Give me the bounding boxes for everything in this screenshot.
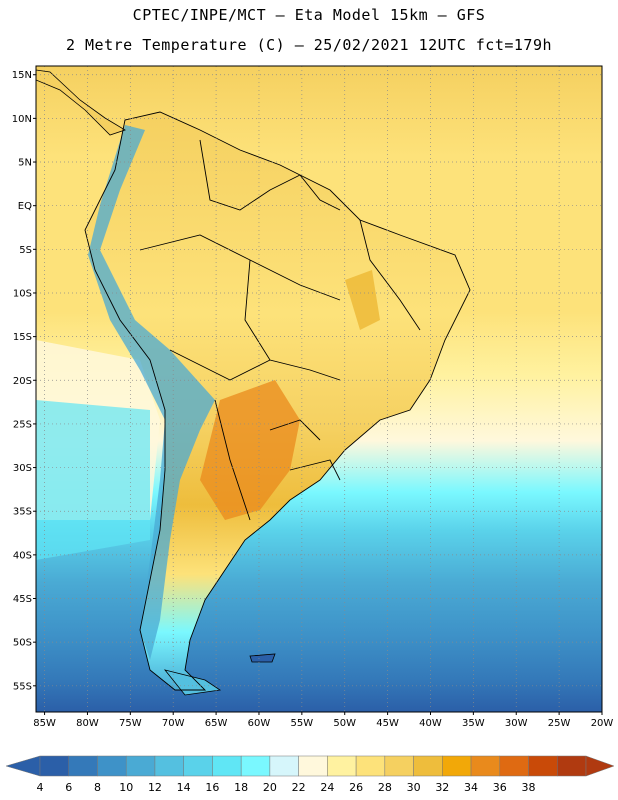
colorbar-swatch — [557, 755, 587, 777]
pacific-cyan-band — [36, 400, 150, 560]
colorbar-label: 34 — [464, 781, 478, 794]
colorbar-swatch — [413, 755, 443, 777]
colorbar-swatch — [442, 755, 472, 777]
colorbar-label: 22 — [292, 781, 306, 794]
colorbar-label: 12 — [148, 781, 162, 794]
lat-label: 40S — [13, 550, 32, 561]
colorbar-label: 14 — [177, 781, 191, 794]
colorbar-arrow-high — [585, 755, 615, 777]
colorbar-swatch — [528, 755, 558, 777]
colorbar-swatch — [355, 755, 386, 777]
lat-label: 35S — [13, 507, 32, 518]
lat-label: 10N — [12, 114, 32, 125]
lon-label: 45W — [376, 718, 399, 729]
colorbar-label: 30 — [407, 781, 421, 794]
lon-label: 75W — [119, 718, 142, 729]
colorbar-label: 18 — [234, 781, 248, 794]
lat-label: 5S — [19, 245, 32, 256]
lon-label: 80W — [76, 718, 99, 729]
colorbar-label: 16 — [205, 781, 219, 794]
colorbar-swatch — [97, 755, 127, 777]
coastline — [84, 111, 471, 691]
colorbar: 4 6 8 10 12 14 16 18 20 22 24 26 28 30 32 34 36 38 — [5, 755, 615, 794]
colorbar-swatch — [499, 755, 529, 777]
central-america-land — [36, 69, 126, 136]
colorbar-swatch — [384, 755, 414, 777]
colorbar-label: 32 — [435, 781, 449, 794]
lon-label: 85W — [33, 718, 56, 729]
lon-label: 55W — [291, 718, 314, 729]
title-line-2: 2 Metre Temperature (C) – 25/02/2021 12U… — [65, 36, 553, 54]
lat-label: 50S — [13, 638, 32, 649]
colorbar-label: 10 — [119, 781, 133, 794]
colorbar-swatch — [470, 755, 501, 777]
colorbar-label: 6 — [65, 781, 72, 794]
colorbar-arrow-low — [5, 755, 41, 777]
lon-label: 60W — [248, 718, 271, 729]
colorbar-swatch — [240, 755, 271, 777]
lon-label: 65W — [205, 718, 228, 729]
lon-label: 40W — [419, 718, 442, 729]
lat-label: 25S — [13, 419, 32, 430]
lat-label: 30S — [13, 463, 32, 474]
falklands — [249, 653, 276, 663]
lon-label: 70W — [162, 718, 185, 729]
colorbar-swatch — [183, 755, 213, 777]
lat-label: EQ — [18, 201, 32, 212]
colorbar-label: 4 — [37, 781, 44, 794]
andes-cold-strip — [88, 125, 215, 660]
colorbar-label: 8 — [94, 781, 101, 794]
hot-interior — [200, 380, 300, 520]
lon-label: 30W — [505, 718, 528, 729]
lon-label: 20W — [591, 718, 614, 729]
colorbar-swatch — [327, 755, 357, 777]
lat-label: 15S — [13, 332, 32, 343]
colorbar-swatch — [154, 755, 184, 777]
colorbar-label: 36 — [493, 781, 507, 794]
lon-label: 50W — [333, 718, 356, 729]
map-frame — [35, 65, 603, 713]
lon-label: 25W — [548, 718, 571, 729]
hot-east-brazil — [345, 270, 380, 330]
colorbar-label: 28 — [378, 781, 392, 794]
temperature-map[interactable]: 15N 10N 5N EQ 5S 10S 15S 20S 25S 30S 35S 40S 45S 50S 5… — [0, 0, 618, 748]
lat-label: 15N — [12, 70, 32, 81]
lat-label: 45S — [13, 594, 32, 605]
lat-label: 10S — [13, 288, 32, 299]
title-line-1: CPTEC/INPE/MCT – Eta Model 15km – GFS — [132, 6, 486, 24]
colorbar-swatch — [68, 755, 98, 777]
colorbar-label: 38 — [522, 781, 536, 794]
colorbar-label: 26 — [349, 781, 363, 794]
latitude-labels: 15N 10N 5N EQ 5S 10S 15S 20S 25S 30S 35S 40S 45S 50S 5… — [12, 70, 36, 692]
country-borders — [139, 139, 421, 521]
colorbar-swatch — [125, 755, 156, 777]
lat-label: 55S — [13, 681, 32, 692]
colorbar-swatch — [212, 755, 242, 777]
lon-label: 35W — [462, 718, 485, 729]
colorbar-swatch — [269, 755, 299, 777]
longitude-labels: 85W 80W 75W 70W 65W 60W 55W 50W 45W 40W 35W 30W 25W 2… — [33, 712, 613, 729]
lat-label: 20S — [13, 376, 32, 387]
colorbar-swatch — [39, 755, 69, 777]
colorbar-swatch — [298, 755, 328, 777]
lat-label: 5N — [18, 158, 32, 169]
colorbar-label: 20 — [263, 781, 277, 794]
colorbar-label: 24 — [320, 781, 334, 794]
